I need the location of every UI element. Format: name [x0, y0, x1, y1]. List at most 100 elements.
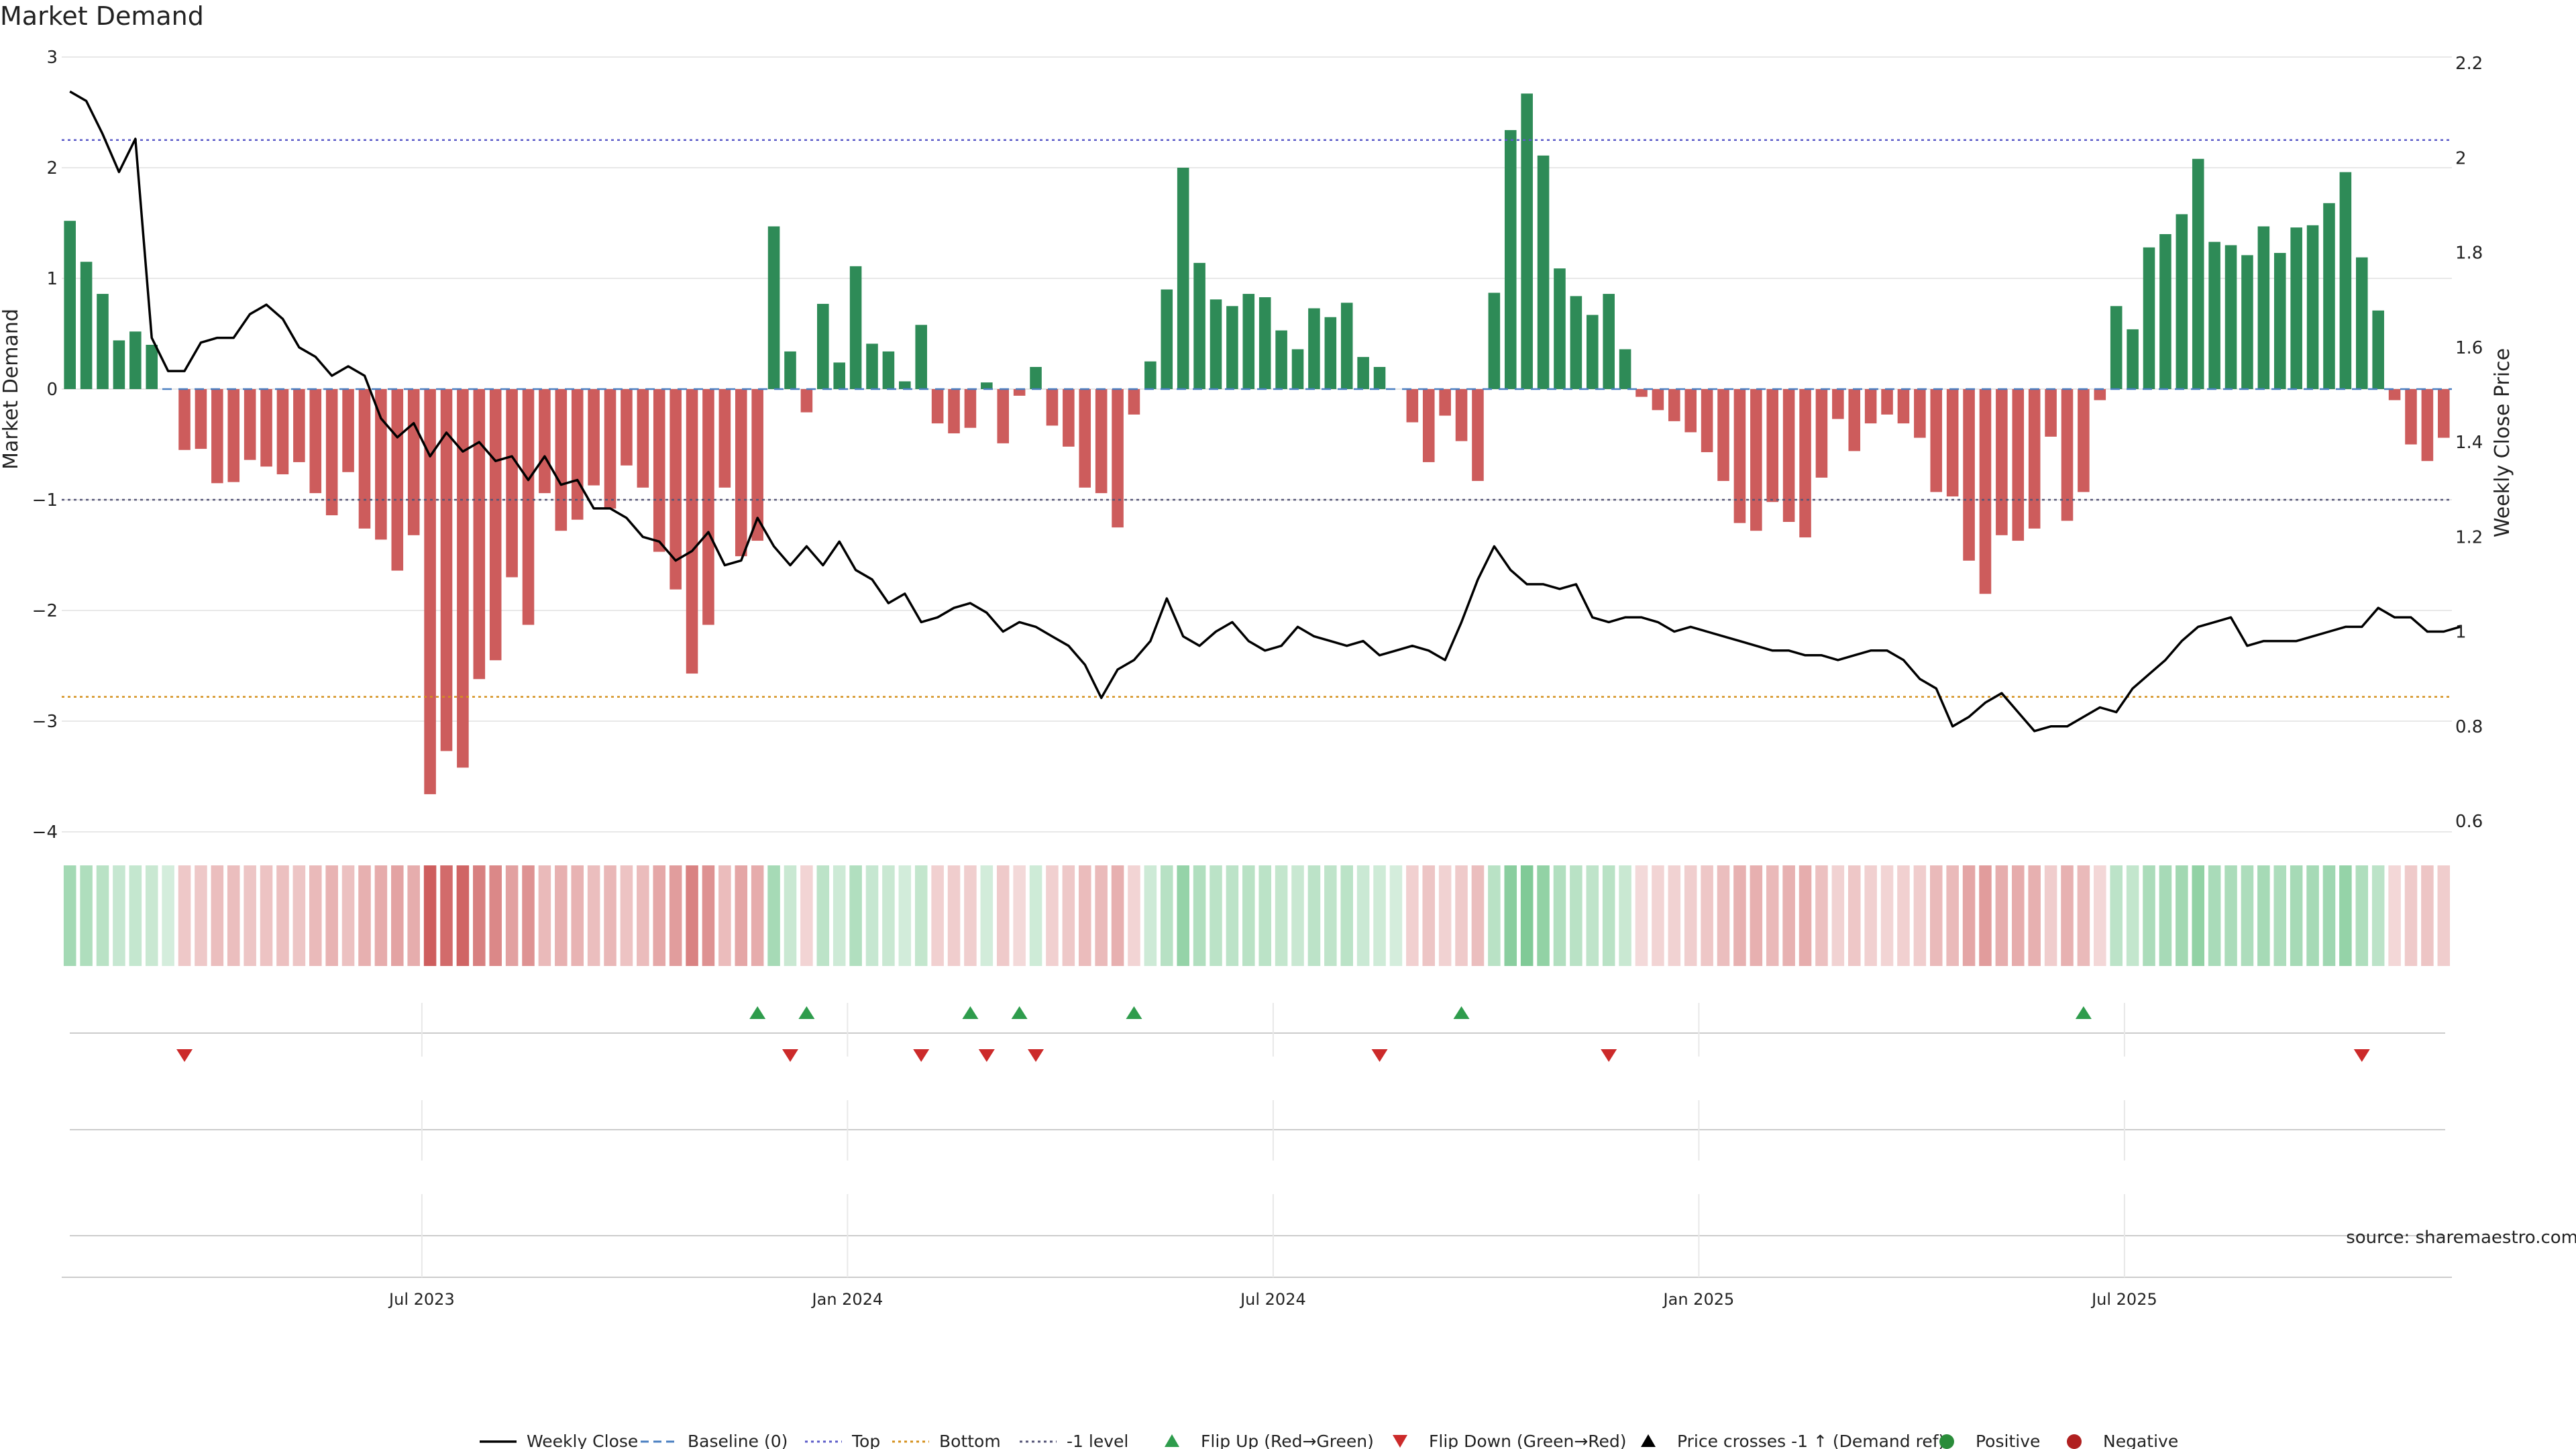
demand-bar: [342, 389, 354, 472]
demand-bar: [1079, 389, 1091, 488]
y-right-tick-label: 2: [2455, 148, 2467, 168]
demand-bar: [555, 389, 568, 531]
legend-item: Negative: [2067, 1432, 2178, 1449]
demand-heat-cell: [1602, 865, 1615, 966]
demand-heat-cell: [898, 865, 912, 966]
demand-heat-cell: [1929, 865, 1943, 966]
flip-down-marker: [1601, 1049, 1617, 1062]
demand-heat-cell: [2339, 865, 2352, 966]
legend-label: Flip Down (Green→Red): [1429, 1432, 1627, 1449]
demand-bar: [1275, 330, 1287, 389]
legend-item: Price crosses -1 ↑ (Demand ref): [1641, 1432, 1945, 1449]
x-tick-label: Jul 2023: [388, 1290, 455, 1309]
demand-heat-cell: [604, 865, 616, 966]
demand-heat-cell: [1291, 865, 1304, 966]
demand-heat-cell: [2306, 865, 2319, 966]
demand-bar: [2257, 226, 2270, 389]
demand-bar: [2421, 389, 2434, 462]
legend-label: Negative: [2103, 1432, 2178, 1449]
demand-heat-cell: [1668, 865, 1681, 966]
demand-heat-cell: [113, 865, 125, 966]
weekly-close-line: [69, 90, 2461, 733]
demand-heat-cell: [2257, 865, 2270, 966]
demand-heat-cell: [1488, 865, 1501, 966]
flip-down-marker: [1028, 1049, 1044, 1062]
demand-heat-cell: [1831, 865, 1845, 966]
demand-heat-cell: [1701, 865, 1713, 966]
legend-label: Bottom: [939, 1432, 1001, 1449]
demand-heat-cell: [2241, 865, 2254, 966]
demand-heat-cell: [1586, 865, 1599, 966]
demand-bar: [653, 389, 665, 552]
demand-bar: [1963, 389, 1975, 561]
demand-heat-cell: [1570, 865, 1582, 966]
flip-up-marker: [749, 1006, 766, 1019]
legend-label: Price crosses -1 ↑ (Demand ref): [1677, 1432, 1945, 1449]
demand-bar: [2028, 389, 2041, 529]
demand-bar: [1210, 299, 1222, 389]
demand-bar: [1717, 389, 1729, 481]
demand-heat-cell: [653, 865, 666, 966]
demand-heat-cell: [2290, 865, 2303, 966]
demand-heat-cell: [1095, 865, 1108, 966]
demand-heat-cell: [2012, 865, 2025, 966]
demand-bar: [1472, 389, 1484, 481]
demand-heat-cell: [1717, 865, 1730, 966]
demand-bar: [2110, 306, 2123, 389]
y-left-axis-label: Market Demand: [0, 309, 23, 470]
demand-bar: [1930, 389, 1943, 492]
demand-bar: [1422, 389, 1435, 462]
demand-bar: [391, 389, 404, 571]
demand-bar: [1914, 389, 1926, 438]
demand-bar: [2143, 247, 2155, 389]
demand-bar: [539, 389, 551, 494]
legend-triangle-up-icon: [1165, 1434, 1179, 1447]
demand-heat-cell: [63, 865, 76, 966]
demand-bar: [2208, 241, 2220, 389]
demand-heat-cell: [2437, 865, 2451, 966]
legend-label: Positive: [1976, 1432, 2040, 1449]
demand-bar: [1897, 389, 1910, 424]
demand-bar: [981, 382, 993, 389]
demand-bar: [325, 389, 338, 516]
demand-bar: [64, 221, 76, 389]
demand-bar: [849, 266, 862, 389]
demand-heat-cell: [702, 865, 715, 966]
flip-up-marker: [1126, 1006, 1142, 1019]
demand-bar: [211, 389, 223, 484]
demand-heat-cell: [260, 865, 273, 966]
demand-heat-cell: [1373, 865, 1386, 966]
demand-heat-cell: [1013, 865, 1026, 966]
demand-heat-cell: [358, 865, 371, 966]
demand-bar: [1013, 389, 1026, 396]
y-left-tick-label: −4: [32, 822, 58, 843]
legend-item: Baseline (0): [641, 1432, 788, 1449]
x-tick-label: Jul 2024: [1239, 1290, 1306, 1309]
demand-heat-cell: [1356, 865, 1370, 966]
demand-bar: [2127, 329, 2139, 389]
demand-heat-cell: [947, 865, 961, 966]
demand-bar: [227, 389, 240, 482]
demand-bar: [113, 340, 125, 389]
demand-heat-cell: [2355, 865, 2369, 966]
demand-bar: [931, 389, 944, 424]
demand-heat-cell: [2273, 865, 2287, 966]
flip-up-marker: [798, 1006, 815, 1019]
flip-down-marker: [978, 1049, 995, 1062]
demand-bar: [735, 389, 747, 557]
demand-heat-cell: [849, 865, 862, 966]
demand-heat-cell: [1111, 865, 1124, 966]
demand-heat-cell: [1389, 865, 1403, 966]
demand-heat-cell: [2110, 865, 2123, 966]
demand-heat-cell: [522, 865, 535, 966]
legend-triangle-up-icon: [1641, 1434, 1656, 1447]
demand-heat-cell: [882, 865, 895, 966]
demand-heat-cell: [931, 865, 944, 966]
demand-bar: [2372, 310, 2384, 389]
demand-bar: [80, 262, 93, 389]
demand-bar: [1635, 389, 1648, 397]
demand-bar: [1177, 168, 1189, 389]
demand-heat-cell: [473, 865, 486, 966]
demand-bar: [669, 389, 682, 590]
demand-heat-cell: [2371, 865, 2385, 966]
